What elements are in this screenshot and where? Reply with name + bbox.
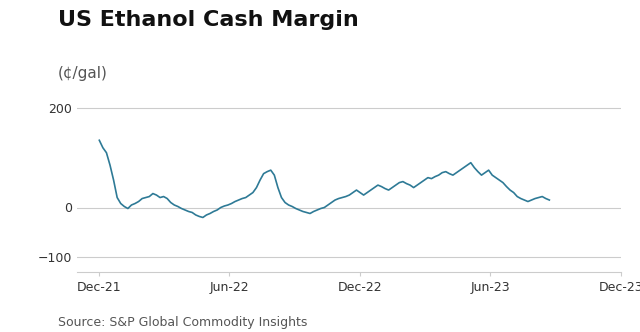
Text: (¢/gal): (¢/gal) xyxy=(58,66,108,81)
Text: Source: S&P Global Commodity Insights: Source: S&P Global Commodity Insights xyxy=(58,316,307,329)
Text: US Ethanol Cash Margin: US Ethanol Cash Margin xyxy=(58,10,358,30)
